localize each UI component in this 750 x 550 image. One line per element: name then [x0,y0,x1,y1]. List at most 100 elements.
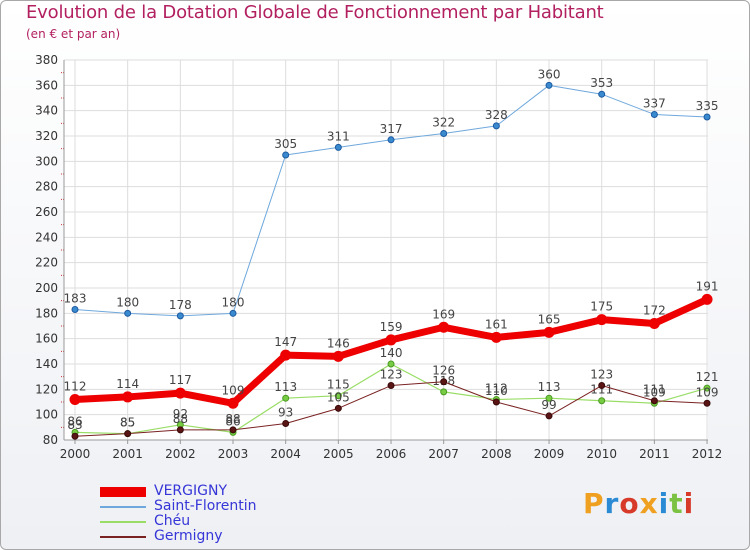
x-tick-label: 2012 [692,447,723,461]
x-tick-label: 2006 [376,447,407,461]
y-tick-label: 340 [35,104,58,118]
data-point-saint-florentin [703,113,711,121]
data-label-saint-florentin: 178 [169,298,192,312]
y-tick-label: 260 [35,205,58,219]
logo-letter: P [583,487,605,520]
data-label-germigny: 99 [541,398,556,412]
data-label-vergigny: 172 [643,303,666,317]
data-point-vergigny [596,314,608,326]
data-label-saint-florentin: 353 [590,76,613,90]
data-label-vergigny: 109 [222,383,245,397]
x-tick-label: 2002 [165,447,196,461]
data-point-vergigny [648,317,660,329]
data-point-saint-florentin [598,90,606,98]
data-point-germigny [229,426,237,434]
data-point-germigny [440,378,448,386]
data-point-germigny [387,382,395,390]
data-label-saint-florentin: 183 [64,292,87,306]
logo-letter: i [658,487,670,520]
logo-letter: i [683,487,695,520]
y-tick-label: 180 [35,306,58,320]
data-label-saint-florentin: 360 [538,67,561,81]
data-label-ch-u: 86 [67,414,82,428]
data-label-vergigny: 147 [274,335,297,349]
data-point-saint-florentin [545,81,553,89]
data-point-saint-florentin [71,306,79,314]
x-tick-label: 2007 [428,447,459,461]
data-label-vergigny: 161 [485,317,508,331]
data-point-saint-florentin [124,309,132,317]
data-point-germigny [124,430,132,438]
data-label-ch-u: 115 [327,378,350,392]
data-label-vergigny: 112 [64,379,87,393]
data-point-vergigny [438,321,450,333]
data-label-germigny: 105 [327,390,350,404]
data-label-germigny: 109 [696,385,719,399]
data-label-saint-florentin: 335 [696,99,719,113]
y-tick-label: 100 [35,408,58,422]
data-label-germigny: 110 [485,384,508,398]
data-label-vergigny: 159 [380,320,403,334]
logo-letter: x [639,487,659,520]
data-label-ch-u: 111 [590,383,613,397]
data-point-vergigny [490,331,502,343]
legend-item-ch-u: Chéu [100,514,256,529]
proxiti-logo: Proxiti [583,487,694,520]
legend-swatch [100,520,146,523]
legend-swatch [100,505,146,508]
data-point-vergigny [543,326,555,338]
data-point-germigny [334,404,342,412]
data-label-saint-florentin: 180 [116,295,139,309]
data-label-saint-florentin: 337 [643,96,666,110]
data-point-germigny [71,432,79,440]
data-point-saint-florentin [282,151,290,159]
y-tick-label: 360 [35,78,58,92]
x-tick-label: 2000 [60,447,91,461]
y-tick-label: 120 [35,382,58,396]
logo-letter: r [604,487,620,520]
legend-item-saint-florentin: Saint-Florentin [100,499,256,514]
data-label-saint-florentin: 317 [380,122,403,136]
data-label-ch-u: 113 [538,380,561,394]
data-point-ch-u [703,384,711,392]
data-point-vergigny [122,391,134,403]
data-point-ch-u [334,392,342,400]
y-tick-label: 300 [35,154,58,168]
legend-swatch [100,486,146,497]
x-tick-label: 2008 [481,447,512,461]
y-tick-label: 220 [35,256,58,270]
data-label-germigny: 123 [380,368,403,382]
data-label-vergigny: 117 [169,373,192,387]
data-point-saint-florentin [229,309,237,317]
data-label-vergigny: 175 [590,300,613,314]
data-point-germigny [282,420,290,428]
data-point-saint-florentin [387,136,395,144]
data-point-germigny [598,382,606,390]
data-label-germigny: 126 [432,364,455,378]
data-point-vergigny [332,350,344,362]
legend-label: Germigny [154,528,223,544]
data-point-vergigny [227,397,239,409]
data-label-ch-u: 140 [380,346,403,360]
chart-subtitle: (en € et par an) [26,27,121,41]
data-point-vergigny [280,349,292,361]
data-point-germigny [545,412,553,420]
data-label-germigny: 111 [643,383,666,397]
data-label-germigny: 93 [278,406,293,420]
data-label-germigny: 85 [120,416,135,430]
y-tick-label: 80 [43,433,58,447]
data-point-germigny [492,398,500,406]
data-label-saint-florentin: 180 [222,295,245,309]
data-label-germigny: 88 [173,412,188,426]
y-tick-label: 160 [35,332,58,346]
legend-label: VERGIGNY [154,483,228,499]
data-point-vergigny [701,293,713,305]
data-label-ch-u: 112 [485,381,508,395]
data-label-ch-u: 113 [274,380,297,394]
logo-letter: t [669,487,684,520]
data-label-vergigny: 165 [538,312,561,326]
chart-title: Evolution de la Dotation Globale de Fonc… [26,2,604,23]
data-point-ch-u [387,360,395,368]
data-label-saint-florentin: 322 [432,115,455,129]
